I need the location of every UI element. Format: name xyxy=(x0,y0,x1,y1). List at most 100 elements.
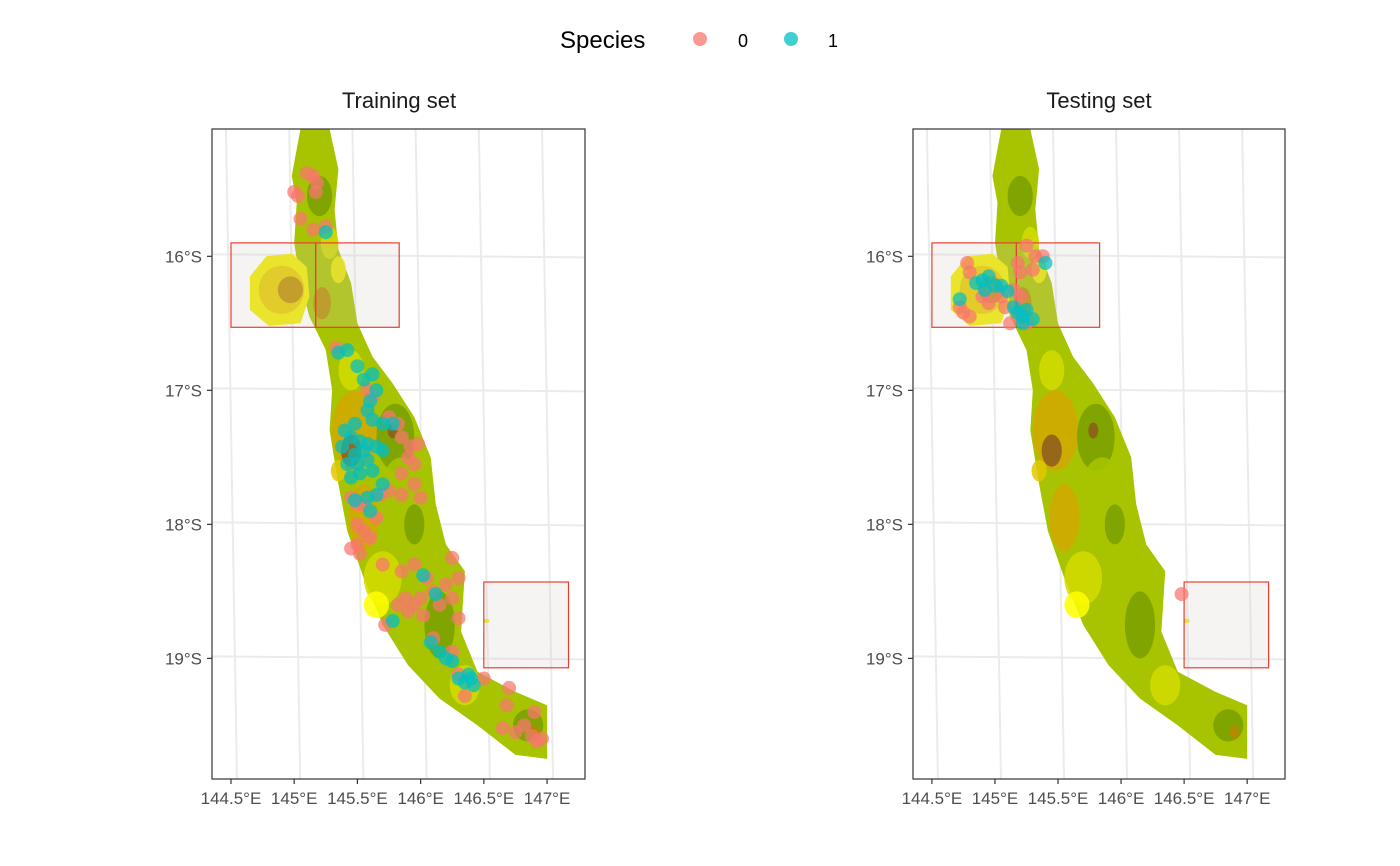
x-tick-label: 146°E xyxy=(397,789,444,808)
occurrence-point-species-1 xyxy=(952,292,967,307)
elevation-patch xyxy=(1039,350,1065,391)
elevation-patch xyxy=(1007,175,1033,217)
occurrence-point-species-1 xyxy=(318,225,333,240)
occurrence-point-species-0 xyxy=(394,466,409,481)
elevation-patch xyxy=(998,135,1029,190)
occurrence-point-species-0 xyxy=(535,731,549,746)
occurrence-point-species-1 xyxy=(375,443,390,458)
grid-meridian xyxy=(1241,128,1255,780)
panel-title: Testing set xyxy=(1046,88,1151,113)
legend-title: Species xyxy=(560,27,645,54)
occurrence-point-species-1 xyxy=(416,568,431,583)
occurrence-point-species-1 xyxy=(365,367,380,382)
elevation-patch xyxy=(1049,484,1080,552)
y-tick-label: 18°S xyxy=(866,515,903,534)
occurrence-point-species-0 xyxy=(451,571,466,585)
elevation-patch xyxy=(277,276,303,304)
occurrence-point-species-1 xyxy=(350,359,365,374)
occurrence-point-species-0 xyxy=(502,680,517,695)
elevation-patch xyxy=(1064,591,1090,619)
grid-meridian xyxy=(1178,128,1192,780)
occurrence-point-species-1 xyxy=(423,635,438,650)
grid-meridian xyxy=(541,128,555,780)
y-tick-label: 17°S xyxy=(165,381,202,400)
panel-border xyxy=(211,128,586,780)
elevation-patch xyxy=(1112,540,1143,589)
occurrence-point-species-1 xyxy=(977,282,992,297)
occurrence-point-species-1 xyxy=(363,504,378,518)
occurrence-point-species-1 xyxy=(464,671,479,686)
occurrence-point-species-1 xyxy=(1038,256,1053,270)
occurrence-point-species-0 xyxy=(394,430,409,445)
legend: Species 0 1 xyxy=(560,27,838,54)
occurrence-point-species-0 xyxy=(291,189,305,203)
occurrence-point-species-1 xyxy=(1000,284,1015,299)
x-tick-label: 145.5°E xyxy=(327,789,388,808)
occurrence-point-species-0 xyxy=(407,477,422,492)
elevation-patch xyxy=(382,457,421,512)
occurrence-point-species-1 xyxy=(445,654,460,669)
occurrence-point-species-1 xyxy=(365,463,380,478)
x-tick-label: 145°E xyxy=(972,789,1019,808)
occurrence-point-species-1 xyxy=(360,490,375,505)
spatial-block xyxy=(315,242,400,328)
occurrence-point-species-0 xyxy=(394,564,409,579)
occurrence-point-species-0 xyxy=(407,457,422,472)
occurrence-point-species-0 xyxy=(352,546,367,561)
grid-meridian xyxy=(925,128,939,780)
grid-parallel xyxy=(912,387,1286,393)
elevation-patch xyxy=(1150,665,1181,706)
elevation-patch xyxy=(1041,434,1062,467)
occurrence-point-species-0 xyxy=(445,591,460,606)
occurrence-point-species-0 xyxy=(1019,238,1034,253)
elevation-patch xyxy=(363,551,402,605)
grid-meridian xyxy=(988,128,1002,780)
occurrence-points xyxy=(287,166,549,749)
occurrence-point-species-0 xyxy=(407,557,422,572)
occurrence-point-species-0 xyxy=(432,597,447,612)
island xyxy=(1183,618,1190,623)
y-tick-label: 17°S xyxy=(866,381,903,400)
x-tick-label: 145.5°E xyxy=(1028,789,1089,808)
elevation-patch xyxy=(1229,725,1240,739)
axes: 16°S 17°S 18°S 19°S 144.5°E 145°E 145.5°E 146°E… xyxy=(165,247,570,808)
occurrence-point-species-0 xyxy=(401,604,415,619)
occurrence-point-species-0 xyxy=(981,296,996,311)
occurrence-point-species-1 xyxy=(385,613,400,628)
coastal-land xyxy=(992,129,1248,759)
x-tick-label: 146°E xyxy=(1098,789,1145,808)
occurrence-point-species-0 xyxy=(962,309,977,324)
occurrence-point-species-1 xyxy=(331,345,346,360)
occurrence-point-species-0 xyxy=(495,721,510,736)
grid-meridian xyxy=(288,128,302,780)
occurrence-point-species-1 xyxy=(347,416,362,431)
occurrence-point-species-0 xyxy=(476,671,491,686)
elevation-patch xyxy=(1083,457,1122,512)
panel-testing: Testing set 16°S 17°S 18°S 19°S 144.5°E 145°E… xyxy=(866,88,1286,808)
occurrence-point-species-0 xyxy=(445,550,460,565)
grid-parallel xyxy=(211,253,586,259)
grid-parallel xyxy=(211,387,586,393)
spatial-blocks xyxy=(230,242,570,669)
occurrence-point-species-0 xyxy=(416,608,431,623)
elevation-patch xyxy=(1031,460,1047,482)
occurrence-point-species-0 xyxy=(499,698,514,713)
occurrence-point-species-0 xyxy=(308,185,323,199)
occurrence-point-species-0 xyxy=(1013,265,1028,280)
occurrence-point-species-0 xyxy=(517,718,532,733)
grid-meridian xyxy=(477,128,491,780)
occurrence-point-species-0 xyxy=(411,436,426,451)
y-tick-label: 19°S xyxy=(165,649,202,668)
elevation-patch xyxy=(313,287,331,320)
occurrence-point-species-1 xyxy=(385,416,400,431)
x-tick-label: 145°E xyxy=(271,789,318,808)
y-tick-label: 16°S xyxy=(165,247,202,266)
occurrence-point-species-0 xyxy=(413,490,428,505)
occurrence-point-species-0 xyxy=(451,611,466,626)
occurrence-point-species-0 xyxy=(306,222,321,237)
legend-key-0 xyxy=(693,32,707,46)
elevation-patch xyxy=(1104,504,1125,545)
legend-label-1: 1 xyxy=(828,31,838,51)
occurrence-point-species-1 xyxy=(1015,316,1030,331)
